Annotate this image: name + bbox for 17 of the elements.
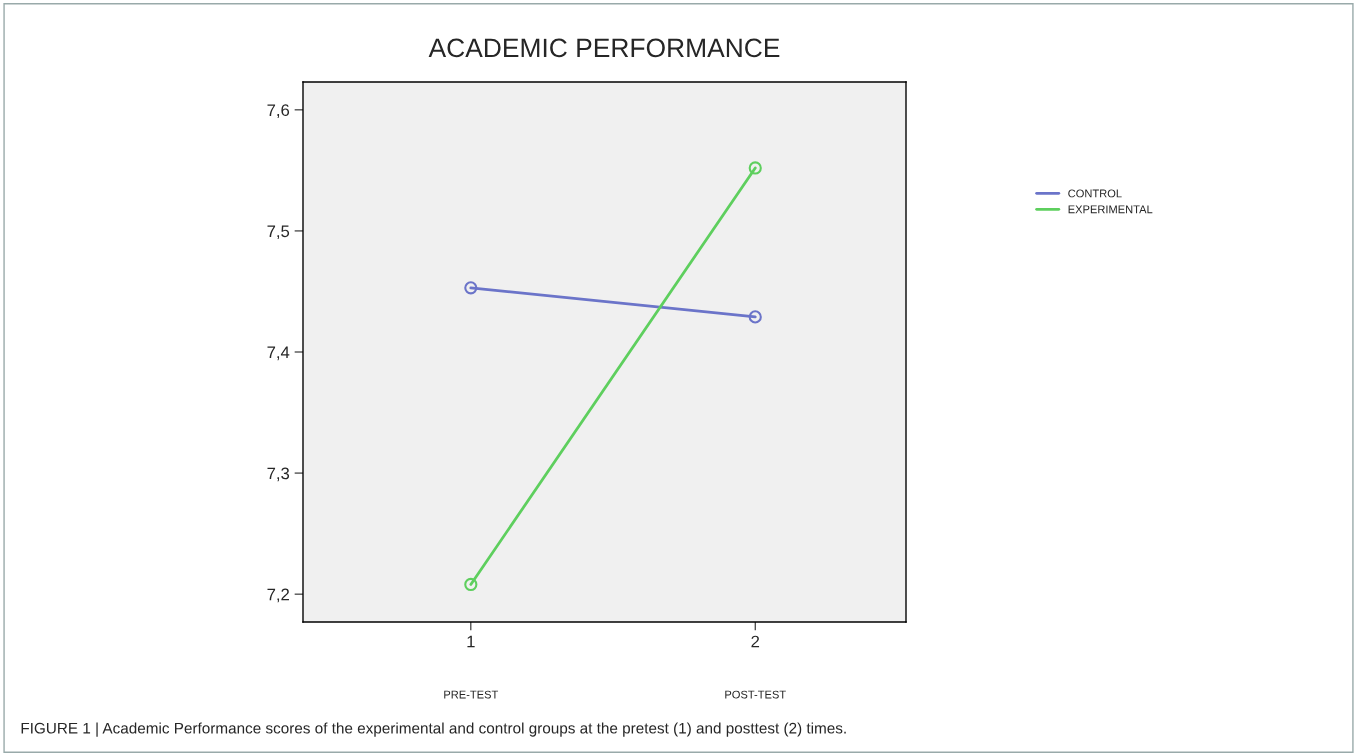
x-tick-label: 1: [467, 635, 475, 648]
text: PRE-TEST: [444, 690, 499, 699]
point: [464, 577, 478, 592]
point: [748, 161, 762, 175]
y-tick-label: 7,3: [267, 467, 290, 482]
y-tick-label: 7,2: [267, 588, 289, 603]
text: POST-TEST: [725, 690, 786, 699]
caption: FIGURE 1 | Academic Performance scores of the experimental and control groups at the pretest (1) and posttest (2) times.: [21, 722, 846, 737]
legend-label: EXPERIMENTAL: [1068, 205, 1153, 214]
y-tick-label: 7,5: [267, 225, 290, 240]
y-tick-label: 7,6: [267, 104, 290, 119]
point: [748, 310, 762, 324]
x-tick-label: 2: [751, 635, 760, 648]
point: [464, 281, 478, 295]
y-tick-label: 7,4: [267, 346, 290, 361]
chart-title: ACADEMIC PERFORMANCE: [428, 38, 780, 58]
legend-label: CONTROL: [1068, 189, 1122, 198]
